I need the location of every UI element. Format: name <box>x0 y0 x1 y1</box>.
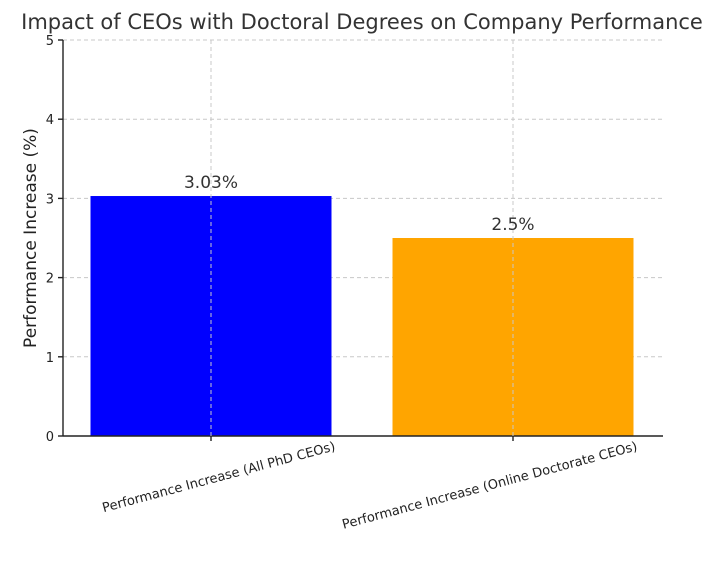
y-axis-label: Performance Increase (%) <box>21 128 41 348</box>
y-tick-label: 1 <box>46 351 54 366</box>
x-tick-label: Performance Increase (All PhD CEOs) <box>101 439 337 516</box>
x-tick-label: Performance Increase (Online Doctorate C… <box>341 439 639 532</box>
chart-title: Impact of CEOs with Doctoral Degrees on … <box>21 10 703 34</box>
axes-layer: 0 1 2 3 4 5 <box>46 34 663 445</box>
y-tick-label: 2 <box>46 272 54 287</box>
y-tick-label: 5 <box>46 34 54 49</box>
y-tick-label: 4 <box>46 113 54 128</box>
data-label: 2.5% <box>491 215 534 235</box>
y-tick-label: 0 <box>46 430 54 445</box>
y-tick-label: 3 <box>46 192 54 207</box>
data-label: 3.03% <box>184 173 238 193</box>
bars-layer <box>90 196 634 436</box>
